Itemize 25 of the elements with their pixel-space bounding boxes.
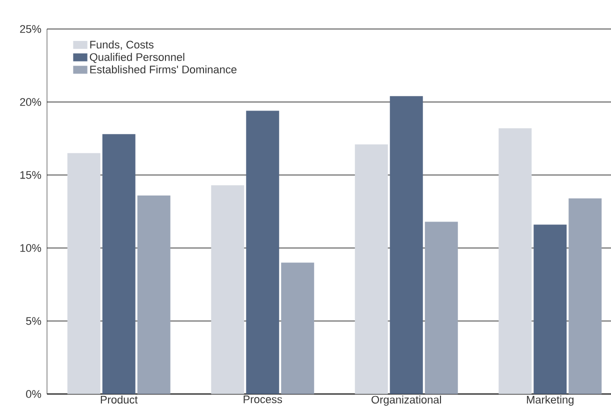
x-tick-label: Product	[100, 396, 138, 404]
x-tick-label: Organizational	[372, 396, 441, 406]
bar	[137, 195, 170, 394]
bar	[246, 110, 280, 394]
bar	[424, 222, 458, 394]
bar	[568, 198, 602, 394]
y-tick-label: 25%	[20, 25, 42, 33]
y-tick-label: 0%	[26, 390, 42, 398]
bar	[354, 144, 388, 394]
bar	[498, 128, 532, 394]
y-tick-label: 20%	[20, 98, 42, 106]
legend-label: Qualified Personnel	[90, 52, 184, 63]
x-tick-label: Marketing	[526, 396, 574, 406]
bar	[67, 153, 100, 394]
y-tick-label: 10%	[20, 244, 42, 252]
y-tick-label: 15%	[20, 171, 42, 179]
bar	[390, 96, 423, 394]
x-tick-label: Process	[244, 396, 282, 404]
legend-label: Funds, Costs	[90, 40, 154, 50]
bar	[102, 134, 136, 394]
bar	[534, 224, 567, 394]
bar	[281, 262, 314, 394]
y-tick-label: 5%	[26, 317, 42, 325]
bar	[211, 185, 244, 394]
legend-label: Established Firms' Dominance	[90, 65, 236, 74]
